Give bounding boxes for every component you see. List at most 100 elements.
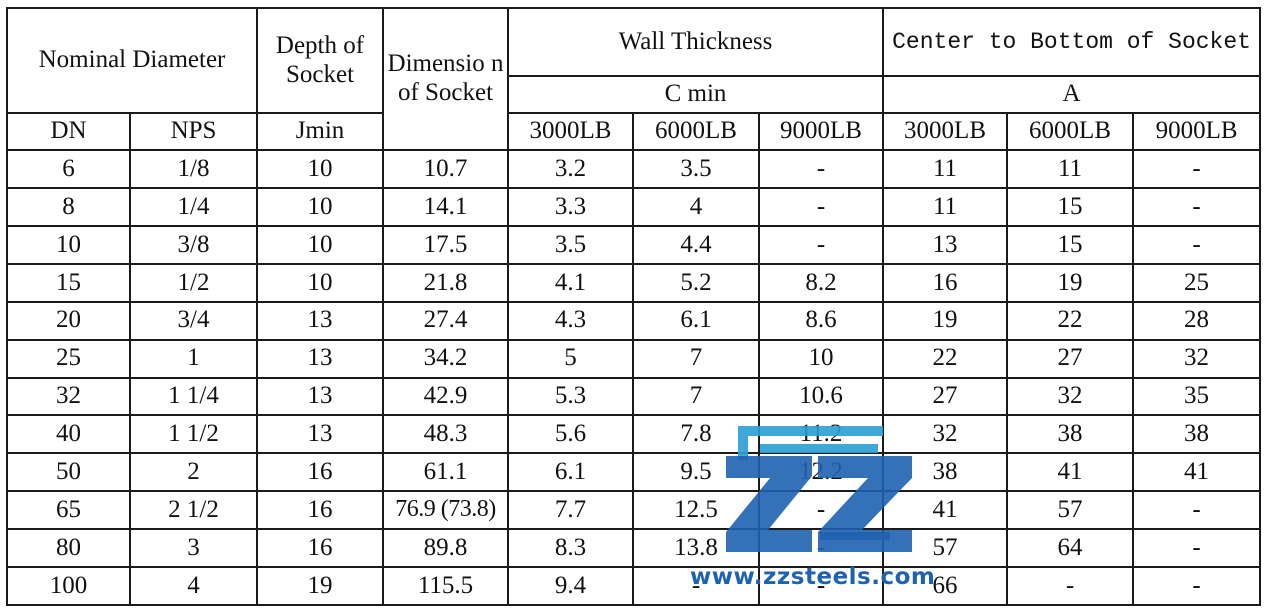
cell-jmin: 13 <box>256 338 384 379</box>
cell-wt-9000lb: 10 <box>757 338 885 379</box>
cell-jmin: 16 <box>256 452 384 493</box>
header-jmin: Jmin <box>256 112 384 152</box>
header-cb-6000lb: 6000LB <box>1006 112 1135 152</box>
cell-wt-6000lb: 7.8 <box>632 414 760 455</box>
header-cb-9000lb: 9000LB <box>1132 112 1262 152</box>
cell-cb-6000lb: 57 <box>1006 490 1135 531</box>
cell-wt-3000lb: 5.6 <box>507 414 634 455</box>
cell-wt-3000lb: 3.3 <box>507 187 634 228</box>
cell-cb-9000lb: - <box>1132 225 1262 265</box>
cell-dn: 40 <box>6 414 131 455</box>
cell-cb-3000lb: 66 <box>882 565 1009 607</box>
cell-wt-3000lb: 6.1 <box>507 452 634 493</box>
cell-wt-6000lb: 4.4 <box>632 225 760 265</box>
table-row: 65 2 1/2 16 76.9 (73.8) 7.7 12.5-41 57- <box>6 490 1262 531</box>
cell-dimension: 61.1 <box>382 452 509 493</box>
cell-wt-9000lb: - <box>757 225 885 265</box>
cell-jmin: 16 <box>256 528 384 568</box>
cell-wt-9000lb: 8.6 <box>757 300 885 341</box>
table-row: 50 2 16 61.1 6.1 9.5 12.2 38 41 41 <box>6 452 1262 493</box>
cell-jmin: 10 <box>256 149 384 190</box>
cell-wt-9000lb: - <box>757 187 885 228</box>
cell-cb-6000lb: 19 <box>1006 262 1135 303</box>
cell-cb-3000lb: 32 <box>882 414 1009 455</box>
cell-wt-9000lb: - <box>757 490 885 531</box>
cell-wt-9000lb: 8.2 <box>757 262 885 303</box>
cell-nps: 3/8 <box>129 225 258 265</box>
cell-nps: 1 1/2 <box>129 414 258 455</box>
cell-wt-3000lb: 5 <box>507 338 634 379</box>
header-center-to-bottom: Center to Bottom of Socket <box>882 6 1262 78</box>
header-dimension-of-socket: Dimensio n of Socket <box>382 6 509 152</box>
cell-nps: 2 1/2 <box>129 490 258 531</box>
cell-jmin: 16 <box>256 490 384 531</box>
cell-wt-6000lb: 13.8 <box>632 528 760 568</box>
cell-wt-6000lb: 7 <box>632 338 760 379</box>
cell-dn: 32 <box>6 376 131 417</box>
cell-jmin: 13 <box>256 414 384 455</box>
cell-cb-3000lb: 57 <box>882 528 1009 568</box>
cell-cb-6000lb: 11 <box>1006 149 1135 190</box>
cell-dimension: 21.8 <box>382 262 509 303</box>
header-wt-9000lb: 9000LB <box>757 112 885 152</box>
header-wt-3000lb: 3000LB <box>507 112 634 152</box>
cell-jmin: 13 <box>256 376 384 417</box>
cell-dimension: 14.1 <box>382 187 509 228</box>
table-row: 25 1 13 34.2 5 7 10 22 27 32 <box>6 338 1262 379</box>
cell-dn: 8 <box>6 187 131 228</box>
header-a: A <box>882 75 1262 115</box>
cell-wt-6000lb: - <box>632 565 760 607</box>
cell-wt-9000lb: 10.6 <box>757 376 885 417</box>
header-dn: DN <box>6 112 131 152</box>
header-nps: NPS <box>129 112 258 152</box>
cell-dimension: 76.9 (73.8) <box>382 490 509 531</box>
cell-dn: 100 <box>6 565 131 607</box>
cell-dn: 10 <box>6 225 131 265</box>
cell-wt-3000lb: 8.3 <box>507 528 634 568</box>
cell-nps: 1/4 <box>129 187 258 228</box>
cell-wt-6000lb: 4 <box>632 187 760 228</box>
socket-dimension-table: Nominal Diameter Depth of Socket Dimensi… <box>6 6 1262 607</box>
cell-cb-6000lb: 38 <box>1006 414 1135 455</box>
table-row: 100 4 19 115.5 9.4- -66- - <box>6 565 1262 607</box>
cell-cb-3000lb: 22 <box>882 338 1009 379</box>
cell-nps: 4 <box>129 565 258 607</box>
cell-nps: 3/4 <box>129 300 258 341</box>
cell-cb-9000lb: - <box>1132 187 1262 228</box>
cell-cb-6000lb: - <box>1006 565 1135 607</box>
cell-cb-9000lb: - <box>1132 490 1262 531</box>
cell-wt-9000lb: 11.2 <box>757 414 885 455</box>
cell-wt-6000lb: 7 <box>632 376 760 417</box>
cell-jmin: 10 <box>256 225 384 265</box>
cell-dimension: 48.3 <box>382 414 509 455</box>
cell-cb-6000lb: 22 <box>1006 300 1135 341</box>
cell-nps: 3 <box>129 528 258 568</box>
cell-dn: 25 <box>6 338 131 379</box>
cell-cb-3000lb: 41 <box>882 490 1009 531</box>
cell-nps: 2 <box>129 452 258 493</box>
cell-wt-6000lb: 5.2 <box>632 262 760 303</box>
cell-wt-3000lb: 3.2 <box>507 149 634 190</box>
cell-cb-6000lb: 41 <box>1006 452 1135 493</box>
cell-wt-9000lb: 12.2 <box>757 452 885 493</box>
cell-nps: 1/2 <box>129 262 258 303</box>
header-cb-3000lb: 3000LB <box>882 112 1009 152</box>
cell-dn: 6 <box>6 149 131 190</box>
cell-dimension: 17.5 <box>382 225 509 265</box>
table-row: 80 3 16 89.8 8.3 13.8-57 64- <box>6 528 1262 568</box>
cell-cb-9000lb: - <box>1132 149 1262 190</box>
table-row: 8 1/4 10 14.1 3.3 4-11 15- <box>6 187 1262 228</box>
cell-cb-3000lb: 38 <box>882 452 1009 493</box>
cell-cb-9000lb: 38 <box>1132 414 1262 455</box>
cell-dn: 80 <box>6 528 131 568</box>
cell-cb-3000lb: 19 <box>882 300 1009 341</box>
cell-dimension: 115.5 <box>382 565 509 607</box>
cell-wt-6000lb: 12.5 <box>632 490 760 531</box>
cell-cb-9000lb: - <box>1132 528 1262 568</box>
cell-cb-6000lb: 64 <box>1006 528 1135 568</box>
cell-nps: 1 <box>129 338 258 379</box>
header-nominal-diameter: Nominal Diameter <box>6 6 258 115</box>
table-row: 10 3/8 10 17.5 3.5 4.4-13 15- <box>6 225 1262 265</box>
cell-dn: 50 <box>6 452 131 493</box>
header-c-min: C min <box>506 75 885 115</box>
